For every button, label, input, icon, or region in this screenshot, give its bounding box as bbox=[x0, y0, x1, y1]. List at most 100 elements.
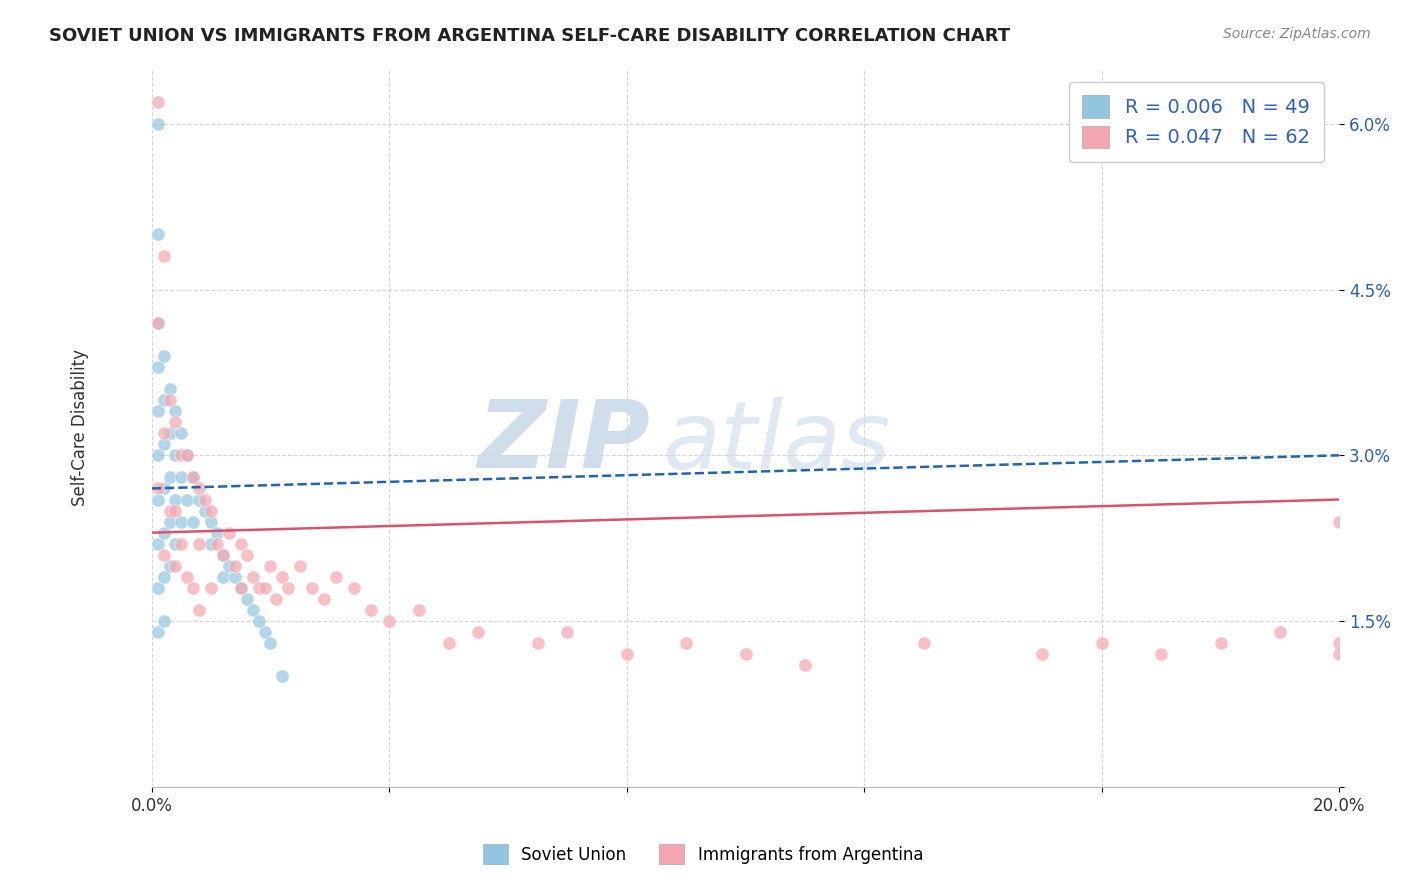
Text: SOVIET UNION VS IMMIGRANTS FROM ARGENTINA SELF-CARE DISABILITY CORRELATION CHART: SOVIET UNION VS IMMIGRANTS FROM ARGENTIN… bbox=[49, 27, 1011, 45]
Point bbox=[266, 591, 288, 606]
Point bbox=[146, 448, 169, 462]
Point bbox=[301, 581, 323, 595]
Point bbox=[146, 537, 169, 551]
Point bbox=[152, 482, 174, 496]
Point bbox=[200, 503, 222, 517]
Point bbox=[1150, 647, 1173, 661]
Point bbox=[312, 591, 335, 606]
Point bbox=[146, 227, 169, 242]
Point bbox=[557, 625, 579, 640]
Point bbox=[146, 117, 169, 131]
Point bbox=[205, 525, 228, 540]
Point bbox=[343, 581, 366, 595]
Point bbox=[165, 492, 187, 507]
Y-axis label: Self-Care Disability: Self-Care Disability bbox=[72, 349, 89, 506]
Point bbox=[146, 316, 169, 330]
Point bbox=[218, 558, 240, 573]
Point bbox=[200, 537, 222, 551]
Point bbox=[194, 492, 217, 507]
Point bbox=[437, 636, 460, 650]
Point bbox=[616, 647, 638, 661]
Text: ZIP: ZIP bbox=[478, 396, 651, 488]
Point bbox=[159, 558, 181, 573]
Point bbox=[271, 669, 294, 683]
Point bbox=[467, 625, 489, 640]
Point bbox=[146, 625, 169, 640]
Point bbox=[247, 614, 270, 628]
Point bbox=[205, 537, 228, 551]
Point bbox=[165, 448, 187, 462]
Point bbox=[253, 625, 276, 640]
Point bbox=[152, 437, 174, 451]
Point bbox=[159, 382, 181, 396]
Point bbox=[176, 448, 198, 462]
Point bbox=[271, 570, 294, 584]
Point bbox=[218, 525, 240, 540]
Point bbox=[146, 316, 169, 330]
Point bbox=[181, 515, 204, 529]
Point bbox=[526, 636, 548, 650]
Point bbox=[159, 392, 181, 407]
Point bbox=[170, 470, 193, 484]
Point bbox=[290, 558, 312, 573]
Point bbox=[1031, 647, 1053, 661]
Point bbox=[242, 570, 264, 584]
Point bbox=[152, 570, 174, 584]
Text: Source: ZipAtlas.com: Source: ZipAtlas.com bbox=[1223, 27, 1371, 41]
Point bbox=[188, 482, 211, 496]
Point bbox=[235, 591, 257, 606]
Point bbox=[152, 392, 174, 407]
Point bbox=[675, 636, 697, 650]
Point bbox=[152, 249, 174, 263]
Point bbox=[259, 636, 281, 650]
Point bbox=[212, 548, 235, 562]
Point bbox=[235, 548, 257, 562]
Point bbox=[912, 636, 935, 650]
Point bbox=[194, 503, 217, 517]
Text: atlas: atlas bbox=[662, 397, 890, 488]
Point bbox=[165, 503, 187, 517]
Point bbox=[159, 470, 181, 484]
Point bbox=[181, 470, 204, 484]
Point bbox=[360, 603, 382, 617]
Point bbox=[229, 537, 252, 551]
Point bbox=[159, 515, 181, 529]
Point bbox=[242, 603, 264, 617]
Point bbox=[152, 349, 174, 363]
Point bbox=[253, 581, 276, 595]
Point bbox=[170, 537, 193, 551]
Point bbox=[170, 448, 193, 462]
Point bbox=[277, 581, 299, 595]
Point bbox=[146, 95, 169, 109]
Point bbox=[181, 470, 204, 484]
Point bbox=[165, 537, 187, 551]
Point bbox=[200, 581, 222, 595]
Point bbox=[170, 515, 193, 529]
Point bbox=[224, 558, 246, 573]
Point bbox=[170, 426, 193, 441]
Point bbox=[146, 359, 169, 374]
Point bbox=[1091, 636, 1114, 650]
Point bbox=[146, 482, 169, 496]
Point bbox=[1209, 636, 1232, 650]
Point bbox=[247, 581, 270, 595]
Point bbox=[165, 404, 187, 418]
Point bbox=[165, 558, 187, 573]
Point bbox=[176, 448, 198, 462]
Point bbox=[146, 492, 169, 507]
Point bbox=[146, 404, 169, 418]
Legend: Soviet Union, Immigrants from Argentina: Soviet Union, Immigrants from Argentina bbox=[477, 838, 929, 871]
Point bbox=[181, 581, 204, 595]
Point bbox=[229, 581, 252, 595]
Point bbox=[146, 581, 169, 595]
Point bbox=[159, 426, 181, 441]
Point bbox=[152, 614, 174, 628]
Point bbox=[1268, 625, 1291, 640]
Point bbox=[176, 492, 198, 507]
Point bbox=[165, 415, 187, 429]
Point bbox=[1329, 636, 1351, 650]
Point bbox=[212, 548, 235, 562]
Point bbox=[224, 570, 246, 584]
Point bbox=[176, 570, 198, 584]
Point bbox=[152, 525, 174, 540]
